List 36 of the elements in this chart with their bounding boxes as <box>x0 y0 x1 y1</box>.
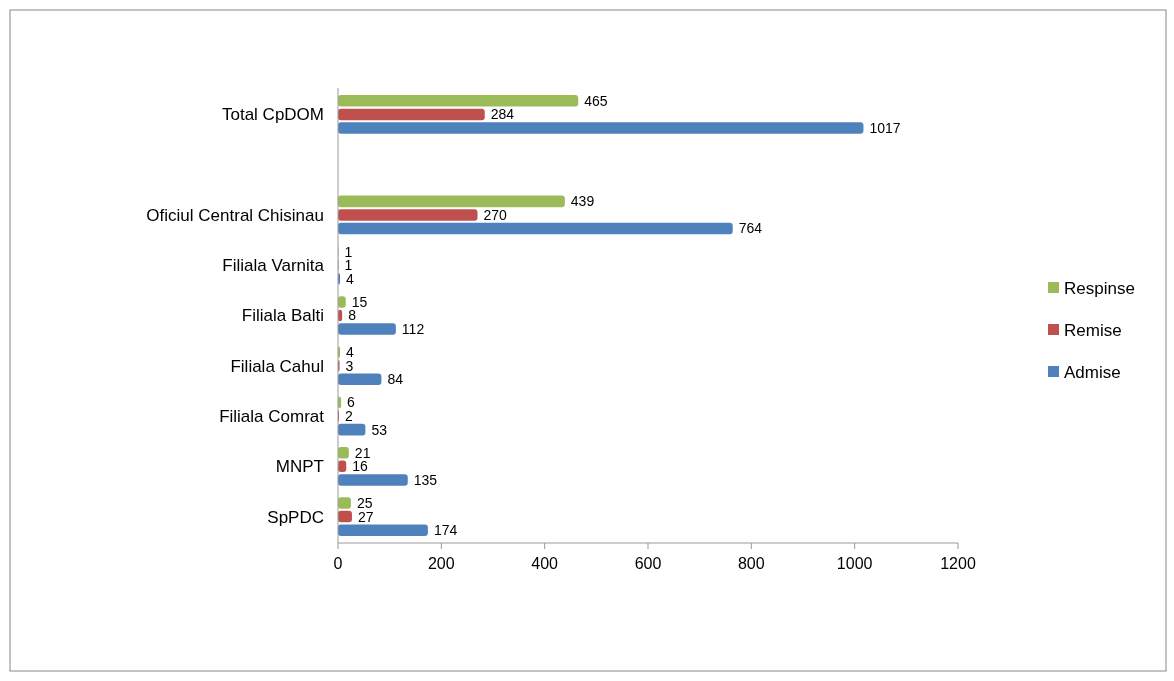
x-tick-label: 200 <box>427 555 455 572</box>
data-label: 8 <box>348 307 357 324</box>
y-tick-label: Filiala Balti <box>241 306 324 326</box>
x-tick-label: 1000 <box>836 555 873 572</box>
data-label: 25 <box>356 494 373 511</box>
x-tick-label: 800 <box>737 555 765 572</box>
legend-label: Respinse <box>1064 278 1135 298</box>
data-label: 16 <box>352 458 369 475</box>
data-label: 15 <box>351 293 368 310</box>
y-tick-label: Filiala Cahul <box>230 356 324 376</box>
y-tick-label: Filiala Comrat <box>219 407 325 426</box>
y-tick-label: Total CpDOM <box>221 105 324 125</box>
legend-label: Admise <box>1064 362 1121 382</box>
data-label: 1017 <box>869 119 901 136</box>
data-label: 21 <box>354 444 371 461</box>
data-label: 84 <box>387 371 404 388</box>
data-label: 439 <box>570 193 595 210</box>
x-tick-label: 0 <box>333 555 343 572</box>
y-tick-label: SpPDC <box>267 507 324 527</box>
data-label: 1 <box>344 243 353 260</box>
x-tick-label: 400 <box>531 555 559 572</box>
data-label: 112 <box>401 320 425 337</box>
data-label: 270 <box>483 206 508 223</box>
y-tick-label: Filiala Varnita <box>222 256 325 276</box>
data-label: 764 <box>738 220 763 237</box>
y-tick-label: MNPT <box>275 457 324 477</box>
data-label: 135 <box>413 471 438 488</box>
data-label: 53 <box>371 421 388 438</box>
data-label: 284 <box>490 106 515 123</box>
y-tick-label: Oficiul Central Chisinau <box>146 205 324 225</box>
data-label: 27 <box>357 508 374 525</box>
x-tick-label: 1200 <box>940 555 976 572</box>
x-tick-label: 600 <box>634 555 662 572</box>
data-label: 465 <box>584 92 608 109</box>
legend-label: Remise <box>1064 320 1122 340</box>
data-label: 174 <box>433 522 458 539</box>
